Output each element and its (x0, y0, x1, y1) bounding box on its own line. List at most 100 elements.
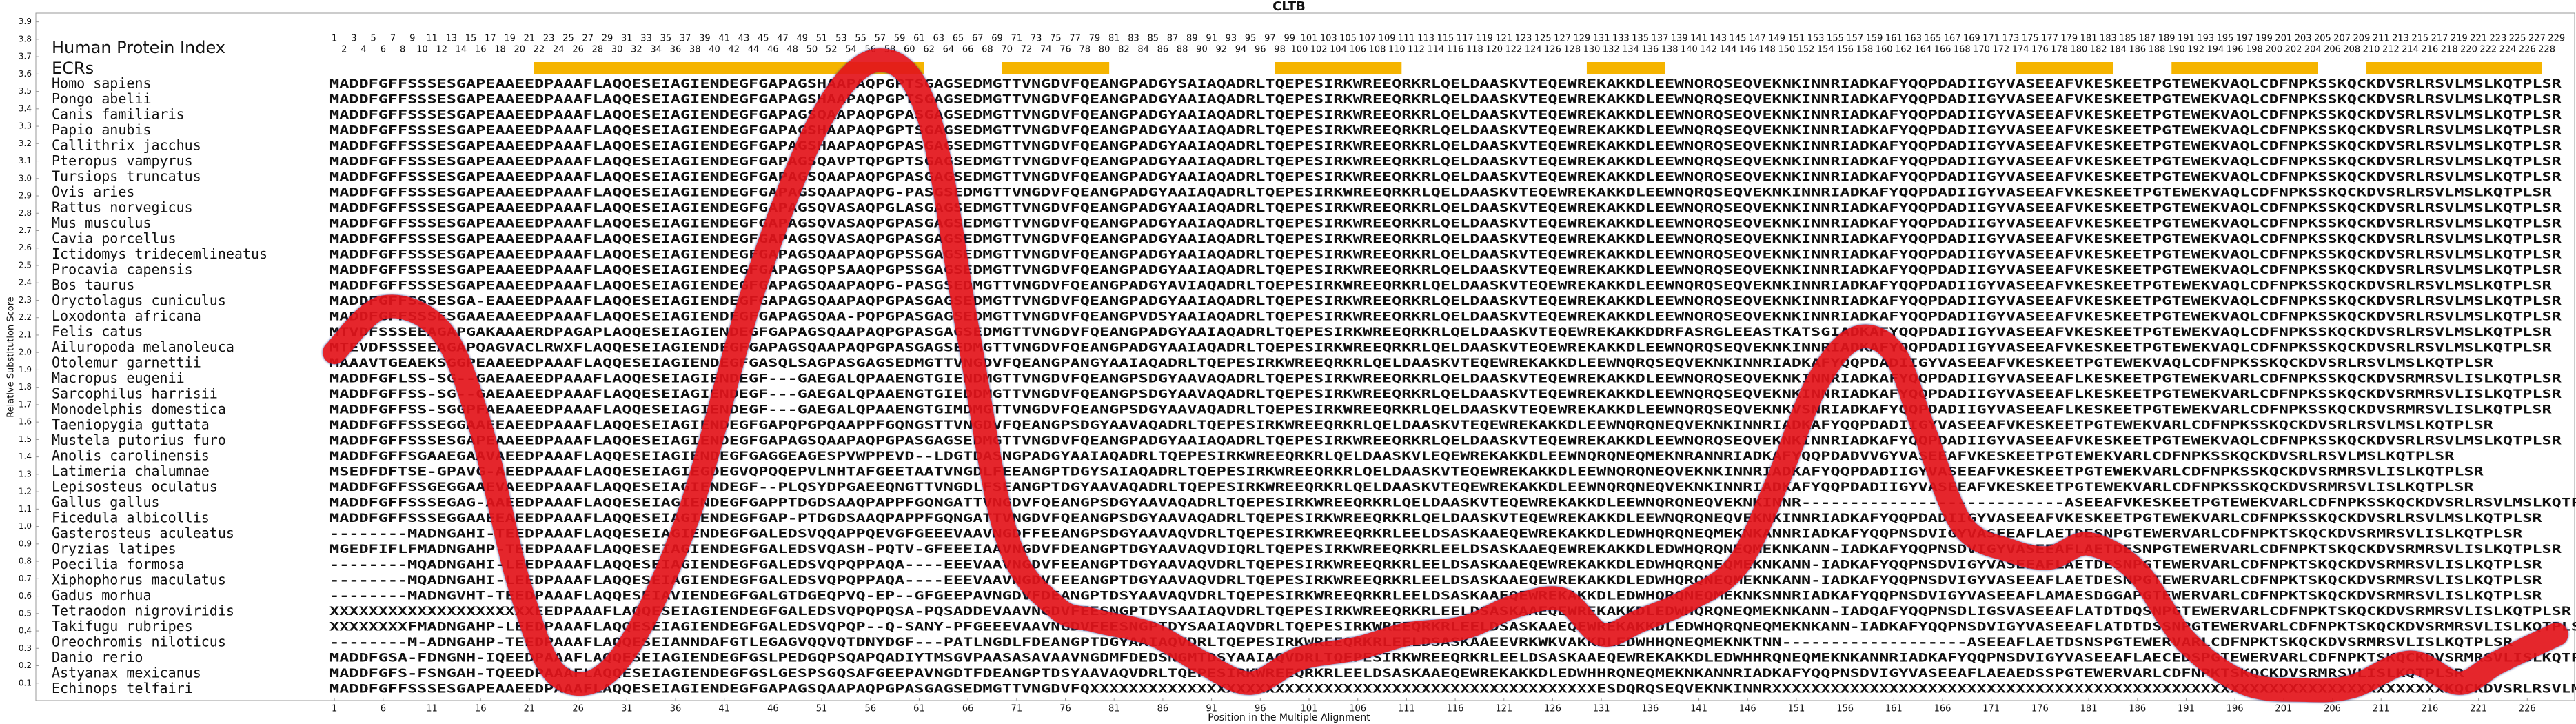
y-tick-label: 0.3 (19, 643, 32, 653)
x-tick-label: 146 (1739, 704, 1756, 714)
species-name: Oreochromis niloticus (52, 634, 226, 650)
position-number: 183 (2100, 34, 2117, 44)
position-number: 30 (611, 45, 623, 55)
y-tick-label: 2.4 (19, 278, 32, 288)
y-tick-label: 0.7 (19, 574, 32, 583)
species-name: Anolis carolinensis (52, 448, 210, 464)
x-tick-label: 181 (2080, 704, 2098, 714)
position-number: 14 (456, 45, 467, 55)
position-number: 162 (1895, 45, 1912, 55)
x-tick-label: 51 (816, 704, 828, 714)
species-name: Taeniopygia guttata (52, 416, 210, 433)
position-number: 204 (2304, 45, 2322, 55)
species-name: Tetraodon nigroviridis (52, 603, 234, 619)
position-number: 207 (2333, 34, 2351, 44)
position-number: 48 (787, 45, 798, 55)
species-name: Otolemur garnettii (52, 354, 201, 371)
position-number: 151 (1788, 34, 1805, 44)
species-name: Ailuropoda melanoleuca (52, 339, 234, 355)
position-number: 157 (1846, 34, 1863, 44)
position-number: 96 (1255, 45, 1266, 55)
sequence: MADDFGFFSSSESGAPEAAEEDPAAAFLAQQESEIAGIEN… (329, 232, 2562, 246)
species-name: Pongo abelii (52, 90, 152, 107)
y-tick-label: 2.2 (19, 312, 32, 322)
position-number: 190 (2168, 45, 2185, 55)
y-tick-label: 3.0 (19, 173, 32, 183)
y-axis-title: Relative Substitution Score (6, 296, 17, 418)
position-number: 90 (1196, 45, 1208, 55)
y-tick-label: 3.9 (19, 17, 32, 26)
position-number: 39 (699, 34, 711, 44)
position-number: 64 (943, 45, 955, 55)
x-axis-title: Position in the Multiple Alignment (1208, 712, 1370, 723)
x-tick-label: 86 (1157, 704, 1169, 714)
y-tick-label: 2.7 (19, 225, 32, 235)
position-number: 112 (1408, 45, 1425, 55)
position-number: 159 (1866, 34, 1883, 44)
position-number: 115 (1437, 34, 1454, 44)
position-number: 149 (1768, 34, 1785, 44)
position-number: 53 (835, 34, 847, 44)
species-name: Xiphophorus maculatus (52, 572, 226, 588)
position-number: 43 (738, 34, 750, 44)
y-tick-label: 2.3 (19, 295, 32, 305)
position-number: 163 (1905, 34, 1922, 44)
position-number: 37 (680, 34, 691, 44)
position-number: 36 (670, 45, 682, 55)
position-number: 22 (534, 45, 545, 55)
position-number: 102 (1310, 45, 1328, 55)
sequence: MADDFGFFSSSESGA-EAAEEDPAAAFLAQQESEIAGIEN… (329, 294, 2562, 308)
position-number: 42 (729, 45, 740, 55)
sequence: MADDFGFFSGAAEGAAVAEEDPAAAFLAQQESEIAGIEND… (329, 450, 2455, 463)
x-tick-label: 121 (1495, 704, 1512, 714)
position-number: 196 (2227, 45, 2244, 55)
position-number: 179 (2060, 34, 2078, 44)
position-number: 10 (416, 45, 428, 55)
position-number: 130 (1583, 45, 1601, 55)
x-tick-label: 141 (1690, 704, 1707, 714)
species-name: Loxodonta africana (52, 308, 201, 324)
x-tick-label: 1 (332, 704, 337, 714)
position-number: 19 (504, 34, 516, 44)
position-number: 170 (1973, 45, 1990, 55)
position-number: 127 (1554, 34, 1571, 44)
y-tick-label: 1.3 (19, 469, 32, 479)
species-name: Gadus morhua (52, 587, 152, 603)
x-tick-label: 106 (1349, 704, 1366, 714)
position-number: 121 (1495, 34, 1512, 44)
position-number: 222 (2479, 45, 2497, 55)
sequence: MADDFGFFSSSESGAPEAAEEDPAAAFLAQQESEIAGIEN… (329, 186, 2553, 200)
position-number: 166 (1934, 45, 1951, 55)
position-number: 148 (1758, 45, 1776, 55)
position-number: 3 (351, 34, 356, 44)
position-number: 31 (621, 34, 633, 44)
x-tick-label: 196 (2227, 704, 2244, 714)
position-number: 225 (2509, 34, 2526, 44)
sequence: MADDFGFFSSSEGGAAEEAEEDPAAAFLAQQESEIAGIEN… (329, 419, 2494, 432)
sequence: MADDFGFFSSSESGAPEAAEEDPAAAFLAQQESEIAGIEN… (329, 139, 2562, 153)
position-number: 195 (2217, 34, 2234, 44)
position-number: 88 (1177, 45, 1188, 55)
position-number: 137 (1652, 34, 1669, 44)
position-number: 79 (1089, 34, 1101, 44)
x-tick-label: 136 (1641, 704, 1659, 714)
x-tick-label: 211 (2373, 704, 2390, 714)
position-number: 76 (1059, 45, 1071, 55)
sequence: MADDFGFFSSSESGAPEAAEEDPAAAFLAQQESEIAGIEN… (329, 217, 2562, 231)
y-tick-label: 3.7 (19, 52, 32, 61)
position-number: 118 (1466, 45, 1483, 55)
position-number: 13 (446, 34, 458, 44)
header-label: Human Protein Index (52, 38, 225, 57)
species-name: Monodelphis domestica (52, 401, 226, 417)
species-name: Latimeria chalumnae (52, 463, 210, 479)
species-name: Callithrix jacchus (52, 137, 201, 154)
species-name: Ovis aries (52, 183, 134, 200)
position-number: 158 (1856, 45, 1873, 55)
position-number: 4 (361, 45, 366, 55)
position-number: 80 (1099, 45, 1110, 55)
position-number: 139 (1671, 34, 1688, 44)
position-number: 229 (2548, 34, 2565, 44)
position-number: 75 (1050, 34, 1062, 44)
sequence: MADDFGFS-FSNGAH-TQEEDPAAAFLAQQESEIAGIEND… (329, 667, 2464, 681)
sequence: MADDFGFFSSSEGGAAEEAEEDPAAAFLAQQESEIAGIEN… (329, 512, 2542, 525)
